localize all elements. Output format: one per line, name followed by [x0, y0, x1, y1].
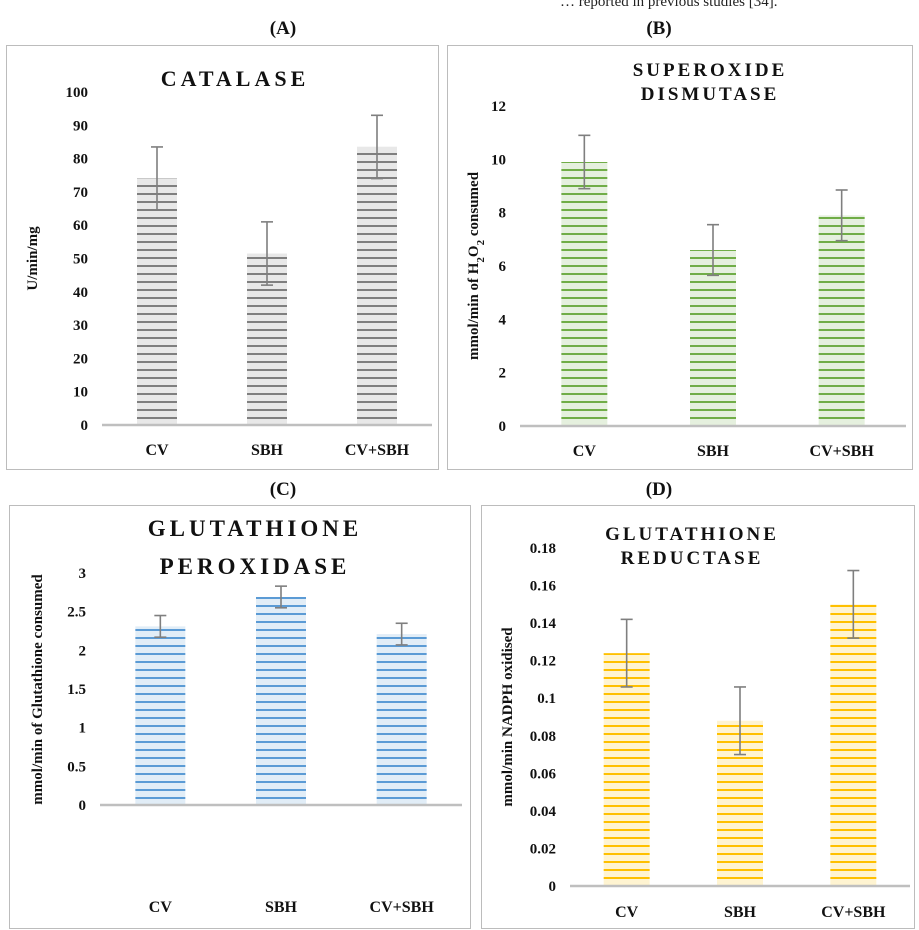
y-tick-label: 10	[491, 152, 506, 168]
y-tick-label: 0.18	[530, 541, 556, 557]
panel-label-c: (C)	[269, 479, 297, 500]
panel-label-a: (A)	[269, 18, 297, 39]
category-label: SBH	[265, 899, 298, 916]
chart-title-line: CATALASE	[161, 66, 310, 91]
bar	[561, 162, 608, 426]
sod-chart-panel: SUPEROXIDE DISMUTASE 0 2 4 6 8 10 12 mmol/min of …	[447, 45, 913, 470]
y-tick-label: 12	[491, 99, 506, 115]
y-axis-label: mmol/min NADPH oxidised	[500, 627, 516, 807]
bar	[256, 596, 306, 805]
category-label: CV	[145, 442, 169, 459]
y-tick-label: 70	[73, 185, 88, 201]
y-tick-label: 80	[73, 152, 88, 168]
chart-title-line: GLUTATHIONE	[148, 516, 362, 541]
y-tick-label: 0.14	[530, 616, 557, 632]
y-tick-label: 100	[66, 85, 89, 101]
catalase-chart-panel: CATALASE 0 10 20 30 40 50 60 70 80 90 100 U/min/mg CV…	[6, 45, 439, 470]
gpx-chart-panel: GLUTATHIONE PEROXIDASE 0 0.5 1 1.5 2 2.5 3 mmol/m…	[9, 505, 471, 929]
y-tick-label: 4	[499, 312, 507, 328]
y-tick-label: 0.16	[530, 579, 557, 595]
y-tick-label: 50	[73, 252, 88, 268]
chart-title-line: SUPEROXIDE	[633, 60, 788, 81]
y-tick-label: 0.04	[530, 804, 557, 820]
bar	[830, 604, 877, 886]
y-tick-label: 30	[73, 318, 88, 334]
category-label: CV	[615, 904, 639, 921]
sod-chart: SUPEROXIDE DISMUTASE 0 2 4 6 8 10 12 mmol/min of …	[466, 60, 906, 460]
category-label: SBH	[724, 904, 757, 921]
panel-label-b: (B)	[646, 18, 672, 39]
catalase-chart: CATALASE 0 10 20 30 40 50 60 70 80 90 100 U/min/mg CV…	[25, 66, 432, 459]
y-tick-label: 90	[73, 118, 88, 134]
category-label: CV	[573, 443, 597, 460]
chart-title-line: REDUCTASE	[621, 548, 764, 569]
category-label: SBH	[251, 442, 284, 459]
y-tick-label: 0.5	[67, 759, 86, 775]
y-tick-label: 0.1	[537, 691, 556, 707]
category-label: CV	[149, 899, 173, 916]
y-tick-label: 10	[73, 385, 88, 401]
y-tick-label: 6	[499, 259, 507, 275]
category-label: CV+SBH	[345, 442, 410, 459]
category-label: CV+SBH	[821, 904, 886, 921]
panel-label-d: (D)	[645, 479, 673, 500]
y-tick-label: 0.06	[530, 766, 557, 782]
y-tick-label: 0.08	[530, 729, 556, 745]
category-label: SBH	[697, 443, 730, 460]
y-tick-label: 0	[549, 879, 557, 895]
bar	[135, 626, 186, 805]
y-tick-label: 3	[79, 566, 87, 582]
bar	[357, 146, 397, 425]
y-tick-label: 0.02	[530, 841, 556, 857]
y-tick-label: 40	[73, 285, 88, 301]
y-tick-label: 1	[79, 721, 87, 737]
category-label: CV+SBH	[370, 899, 435, 916]
gpx-chart: GLUTATHIONE PEROXIDASE 0 0.5 1 1.5 2 2.5 3 mmol/m…	[30, 516, 462, 916]
bar	[818, 215, 865, 426]
gr-chart-panel: GLUTATHIONE REDUCTASE 0 0.02 0.04 0.06 0.08 0.1…	[481, 505, 915, 929]
bar	[376, 634, 427, 805]
y-tick-label: 20	[73, 351, 88, 367]
y-tick-label: 0	[81, 418, 89, 434]
y-tick-label: 8	[499, 206, 507, 222]
y-tick-label: 0.12	[530, 654, 556, 670]
gr-chart: GLUTATHIONE REDUCTASE 0 0.02 0.04 0.06 0.08 0.1…	[500, 524, 910, 921]
chart-title-line: DISMUTASE	[641, 84, 780, 105]
y-axis-label: mmol/min of H2O2 consumed	[466, 171, 487, 360]
y-axis-label: U/min/mg	[25, 226, 41, 291]
caption-fragment: … reported in previous studies [34].	[560, 0, 778, 10]
y-tick-label: 1.5	[67, 682, 86, 698]
category-label: CV+SBH	[810, 443, 875, 460]
y-tick-label: 2.5	[67, 605, 86, 621]
bar	[137, 178, 177, 425]
y-tick-label: 2	[499, 366, 507, 382]
chart-title-line: PEROXIDASE	[160, 554, 351, 579]
bar	[690, 250, 736, 426]
y-tick-label: 60	[73, 218, 88, 234]
y-tick-label: 2	[79, 643, 87, 659]
y-axis-label: mmol/min of Glutathione consumed	[30, 574, 46, 805]
chart-title-line: GLUTATHIONE	[605, 524, 779, 545]
y-tick-label: 0	[499, 419, 507, 435]
bar	[603, 653, 650, 886]
y-tick-label: 0	[79, 798, 87, 814]
